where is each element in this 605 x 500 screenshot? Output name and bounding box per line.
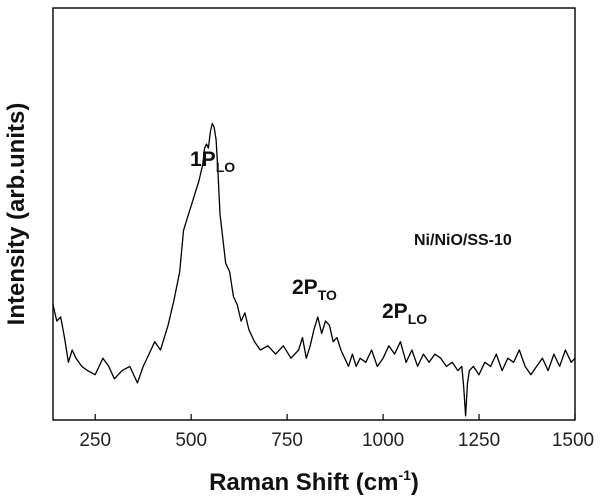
x-axis-tick-labels: 250 500 750 1000 1250 1500 bbox=[79, 430, 594, 451]
x-tick-label-500: 500 bbox=[175, 430, 207, 451]
peak-label-2pto: 2PTO bbox=[292, 276, 337, 303]
x-tick-label-1500: 1500 bbox=[552, 430, 594, 451]
x-tick-label-1000: 1000 bbox=[362, 430, 404, 451]
plot-frame bbox=[52, 7, 576, 421]
x-axis-title: Raman Shift (cm-1) bbox=[209, 467, 419, 496]
peak-label-1plo: 1PLO bbox=[190, 148, 235, 175]
sample-label: Ni/NiO/SS-10 bbox=[414, 232, 512, 249]
x-tick-label-750: 750 bbox=[271, 430, 303, 451]
x-tick-label-1250: 1250 bbox=[458, 430, 500, 451]
peak-label-2plo: 2PLO bbox=[382, 300, 427, 327]
y-axis-title: Intensity (arb.units) bbox=[3, 103, 30, 326]
x-tick-label-250: 250 bbox=[79, 430, 111, 451]
x-axis-ticks bbox=[94, 414, 576, 420]
spectrum-line bbox=[52, 122, 576, 417]
